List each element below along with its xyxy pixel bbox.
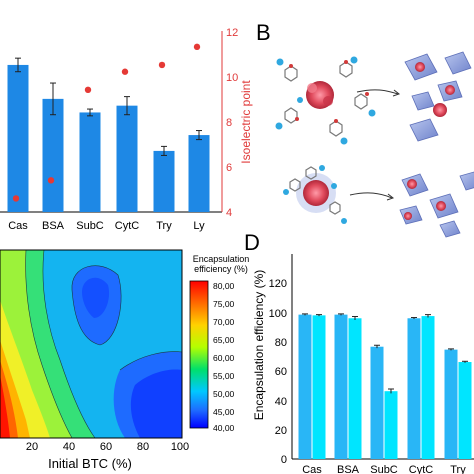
panel-c-x-axis-label: Initial BTC (%) bbox=[48, 456, 132, 471]
bar bbox=[188, 135, 210, 212]
panel-a-right-tick: 8 bbox=[226, 117, 232, 129]
bar bbox=[370, 346, 384, 459]
panel-d-y-tick: 40 bbox=[275, 396, 287, 408]
bar bbox=[79, 112, 101, 212]
panel-a-bars bbox=[7, 57, 210, 212]
isoelectric-point bbox=[193, 43, 201, 51]
bar bbox=[407, 318, 421, 459]
bar bbox=[421, 316, 435, 459]
panel-d-label: D bbox=[244, 230, 260, 255]
panel-d-category: Try bbox=[450, 464, 466, 474]
colorbar-tick: 65,00 bbox=[213, 335, 235, 345]
panel-d-categories: Cas BSA SubC CytC Try bbox=[302, 464, 466, 474]
arrow-bottom bbox=[349, 192, 393, 199]
bar bbox=[116, 105, 138, 212]
panel-d-category: Cas bbox=[302, 464, 322, 474]
ligand-heads bbox=[275, 56, 376, 145]
bar bbox=[298, 314, 312, 459]
panel-a-category: BSA bbox=[42, 220, 65, 232]
panel-c: Encapsulation efficiency (%) 80,00 75,00… bbox=[0, 249, 250, 471]
colorbar-tick: 80,00 bbox=[213, 281, 235, 291]
panel-a-category: Try bbox=[156, 220, 172, 232]
bar bbox=[384, 391, 398, 459]
colorbar-tick: 75,00 bbox=[213, 299, 235, 309]
colorbar-tick: 60,00 bbox=[213, 353, 235, 363]
colorbar-title-line2: efficiency (%) bbox=[194, 264, 248, 274]
bar bbox=[444, 349, 458, 459]
isoelectric-point bbox=[47, 177, 55, 184]
colorbar-tick: 40,00 bbox=[213, 423, 235, 433]
panel-d-y-tick: 80 bbox=[275, 337, 287, 349]
panel-d-category: SubC bbox=[370, 464, 398, 474]
crystals-top bbox=[404, 51, 472, 142]
bar bbox=[153, 150, 175, 212]
isoelectric-point bbox=[12, 195, 20, 202]
panel-c-x-tick: 40 bbox=[63, 441, 75, 453]
panel-a-right-tick: 10 bbox=[226, 72, 238, 84]
panel-b-label: B bbox=[256, 20, 271, 45]
colorbar-tick: 45,00 bbox=[213, 407, 235, 417]
colorbar-ticks: 80,00 75,00 70,00 65,00 60,00 55,00 50,0… bbox=[213, 281, 235, 433]
panel-d-category: BSA bbox=[337, 464, 360, 474]
colorbar-tick: 50,00 bbox=[213, 389, 235, 399]
contour-map bbox=[0, 249, 183, 439]
panel-d-y-ticks: 0 20 40 60 80 100 120 bbox=[269, 278, 287, 466]
bar bbox=[348, 318, 362, 459]
bar bbox=[458, 362, 472, 459]
crystals-bottom bbox=[399, 171, 474, 238]
colorbar-tick: 70,00 bbox=[213, 317, 235, 327]
panel-a-right-tick: 12 bbox=[226, 27, 238, 39]
bar bbox=[334, 314, 348, 459]
isoelectric-point bbox=[84, 86, 92, 94]
colorbar-title-line1: Encapsulation bbox=[193, 254, 250, 264]
panel-a-right-tick: 4 bbox=[226, 207, 232, 219]
panel-a-right-ticks: 12 10 8 6 4 bbox=[226, 27, 238, 219]
bar bbox=[7, 64, 29, 212]
bar bbox=[42, 98, 64, 212]
protein-with-ligands-top bbox=[275, 56, 376, 145]
panel-d-y-tick: 60 bbox=[275, 366, 287, 378]
panel-a: 12 10 8 6 4 Isoelectric point Cas BSA Su… bbox=[0, 27, 253, 232]
panel-d-y-axis-label: Encapsulation efficiency (%) bbox=[252, 270, 266, 421]
panel-d-category: CytC bbox=[409, 464, 434, 474]
panel-d-y-tick: 0 bbox=[281, 454, 287, 466]
protein-with-ligands-bottom bbox=[283, 165, 347, 224]
bar bbox=[312, 315, 326, 459]
panel-a-right-axis-label: Isoelectric point bbox=[239, 80, 253, 164]
panel-a-category: SubC bbox=[76, 220, 104, 232]
panel-d: D Encapsulation efficiency (%) 0 20 40 6… bbox=[244, 230, 474, 474]
panel-d-y-tick: 20 bbox=[275, 425, 287, 437]
panel-b: B bbox=[256, 20, 474, 238]
panel-a-right-tick: 6 bbox=[226, 162, 232, 174]
colorbar-tick: 55,00 bbox=[213, 371, 235, 381]
arrow-top bbox=[356, 89, 399, 95]
isoelectric-point bbox=[121, 68, 129, 75]
panel-a-category: Cas bbox=[8, 220, 28, 232]
panel-c-x-tick: 100 bbox=[171, 441, 189, 453]
panel-a-category: CytC bbox=[115, 220, 140, 232]
panel-c-x-tick: 20 bbox=[26, 441, 38, 453]
panel-a-points bbox=[12, 43, 201, 202]
colorbar bbox=[189, 280, 209, 429]
panel-c-x-tick: 60 bbox=[100, 441, 112, 453]
panel-c-x-tick: 80 bbox=[137, 441, 149, 453]
panel-d-y-tick: 100 bbox=[269, 308, 287, 320]
ligand-atoms bbox=[289, 60, 369, 123]
isoelectric-point bbox=[158, 61, 166, 69]
panel-c-x-ticks: 20 40 60 80 100 bbox=[26, 441, 189, 453]
panel-a-categories: Cas BSA SubC CytC Try Ly bbox=[8, 220, 205, 232]
panel-d-bars bbox=[298, 313, 472, 459]
panel-a-category: Ly bbox=[193, 220, 205, 232]
panel-d-y-tick: 120 bbox=[269, 278, 287, 290]
protein-blob bbox=[303, 180, 329, 206]
